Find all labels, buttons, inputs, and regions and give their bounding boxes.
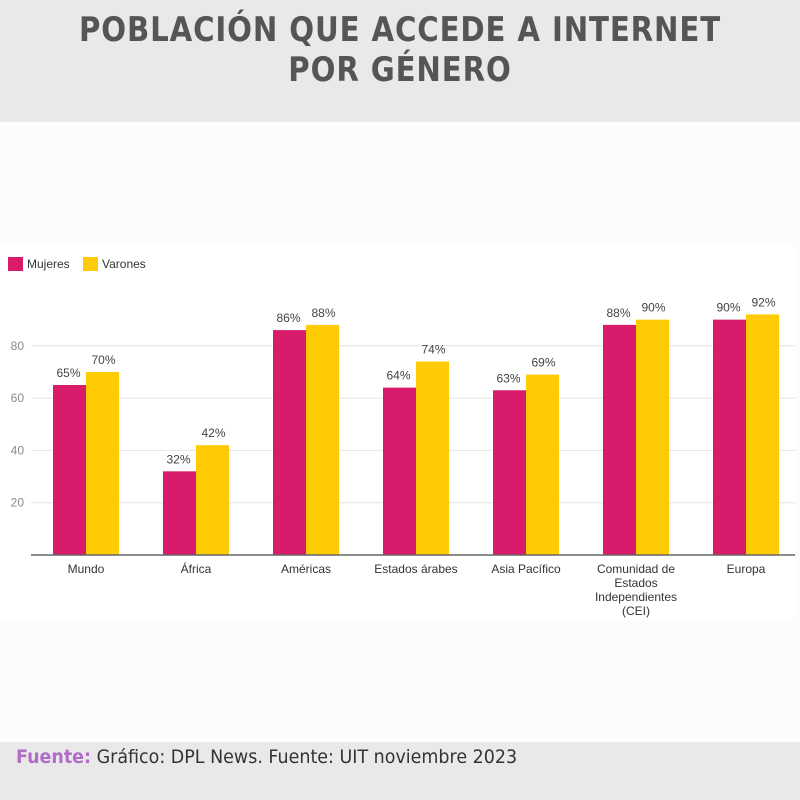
data-label: 92% <box>751 295 775 309</box>
data-label: 63% <box>496 371 520 385</box>
data-label: 42% <box>201 426 225 440</box>
bar-varones <box>746 314 779 555</box>
data-label: 65% <box>56 366 80 380</box>
bar-mujeres <box>383 387 416 555</box>
x-category-label: Europa <box>727 562 766 576</box>
bar-varones <box>196 445 229 555</box>
chart-title: POBLACIÓN QUE ACCEDE A INTERNET POR GÉNE… <box>78 10 722 90</box>
x-category-label: Estados árabes <box>374 562 457 576</box>
bar-mujeres <box>53 385 86 555</box>
bar-mujeres <box>273 330 306 555</box>
bar-varones <box>416 361 449 555</box>
y-tick-label: 20 <box>11 496 25 510</box>
y-tick-label: 40 <box>11 443 25 457</box>
bar-mujeres <box>603 324 636 555</box>
y-axis-ticks: 20 40 60 80 <box>11 339 25 510</box>
data-label: 64% <box>386 369 410 383</box>
x-category-label: Estados <box>614 576 657 590</box>
title-band: POBLACIÓN QUE ACCEDE A INTERNET POR GÉNE… <box>0 0 800 122</box>
x-category-label: (CEI) <box>622 604 650 618</box>
data-label: 88% <box>606 306 630 320</box>
x-axis-labels: Mundo África Américas Estados árabes Asia Pa… <box>68 561 766 618</box>
source-label: Fuente: <box>16 746 92 768</box>
bar-varones <box>636 319 669 555</box>
x-category-label: Mundo <box>68 562 105 576</box>
bar-mujeres <box>713 319 746 555</box>
bar-mujeres <box>163 471 196 555</box>
data-label: 70% <box>91 353 115 367</box>
legend: Mujeres Varones <box>8 257 146 271</box>
data-label: 90% <box>716 301 740 315</box>
x-category-label: África <box>181 561 212 576</box>
source-note: Fuente: Gráfico: DPL News. Fuente: UIT n… <box>16 746 517 768</box>
legend-swatch-varones <box>83 257 98 271</box>
legend-label: Varones <box>102 257 146 271</box>
x-category-label: Comunidad de <box>597 562 675 576</box>
x-category-label: Independientes <box>595 590 677 604</box>
data-label: 74% <box>421 342 445 356</box>
bar-varones <box>526 374 559 555</box>
y-tick-label: 80 <box>11 339 25 353</box>
source-text: Gráfico: DPL News. Fuente: UIT noviembre… <box>96 746 518 768</box>
data-label: 86% <box>276 311 300 325</box>
bars <box>53 314 779 555</box>
bar-varones <box>306 324 339 555</box>
x-category-label: Américas <box>281 562 331 576</box>
data-label: 90% <box>641 301 665 315</box>
bar-mujeres <box>493 390 526 555</box>
bar-varones <box>86 371 119 555</box>
data-label: 88% <box>311 306 335 320</box>
x-category-label: Asia Pacífico <box>491 562 561 576</box>
data-label: 69% <box>531 356 555 370</box>
legend-swatch-mujeres <box>8 257 23 271</box>
y-tick-label: 60 <box>11 391 25 405</box>
legend-label: Mujeres <box>27 257 70 271</box>
data-label: 32% <box>166 452 190 466</box>
value-labels: 65% 70% 32% 42% 86% 88% 64% 74% 63% 69% 88% 90% 90% 9… <box>56 295 775 466</box>
